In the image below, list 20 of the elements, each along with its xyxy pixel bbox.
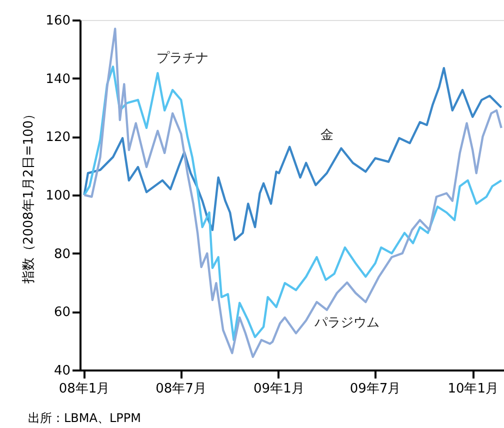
text: 出所：LBMA、LPPM: [28, 411, 141, 425]
y-tick-label: 40: [54, 364, 70, 378]
series-label: プラチナ: [156, 51, 209, 66]
x-tick-label: 08年1月: [58, 382, 110, 396]
y-axis-title: 指数（2008年1月2日=100）: [22, 107, 37, 285]
x-tick-label: 08年7月: [156, 382, 206, 396]
x-tick-label: 09年1月: [254, 382, 304, 396]
x-tick-label: 09年7月: [350, 382, 401, 396]
y-tick-label: 60: [54, 305, 70, 320]
series-label: 金: [320, 128, 334, 144]
line-series: [83, 67, 502, 242]
y-tick-label: 160: [46, 14, 70, 28]
series-label: パラジウム: [314, 316, 380, 330]
line-series: [83, 28, 502, 358]
x-tick-label: 10年1月: [448, 382, 499, 396]
y-tick-label: 120: [46, 130, 70, 146]
line-series: [83, 66, 502, 342]
y-tick-label: 100: [46, 188, 70, 204]
y-tick-label: 140: [46, 72, 70, 87]
y-tick-label: 80: [54, 246, 70, 262]
